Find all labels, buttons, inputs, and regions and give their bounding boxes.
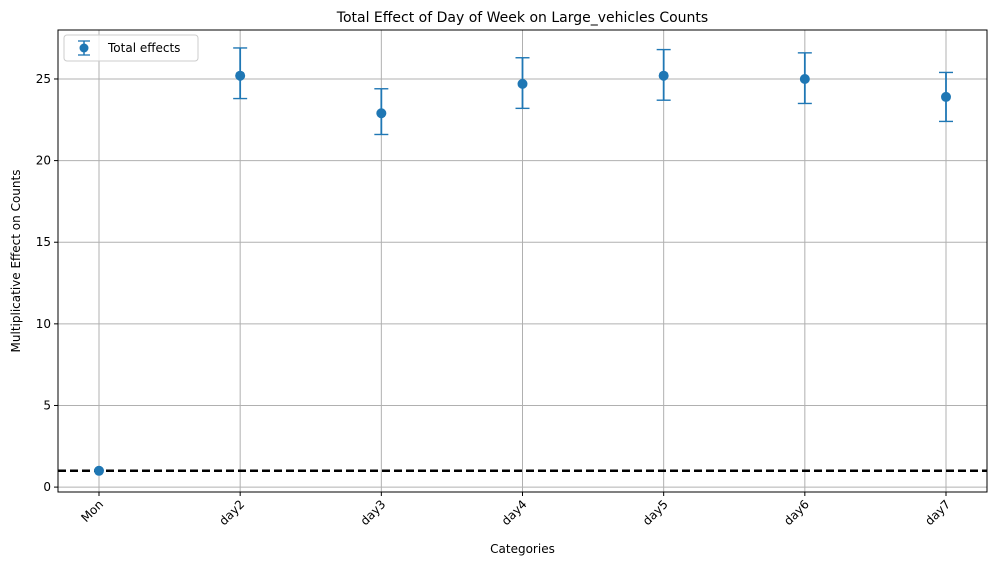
y-tick-label: 25 (36, 72, 51, 86)
y-axis-title: Multiplicative Effect on Counts (9, 170, 23, 353)
x-tick-label: day7 (922, 497, 953, 528)
x-tick-label: day3 (358, 497, 389, 528)
data-point (94, 465, 104, 476)
x-tick-label: day4 (499, 497, 530, 528)
y-tick-label: 10 (36, 317, 51, 331)
data-point (517, 78, 528, 89)
data-point (799, 73, 810, 84)
data-point (941, 91, 951, 102)
y-tick-label: 5 (43, 398, 51, 412)
data-layer (94, 47, 953, 476)
chart-title: Total Effect of Day of Week on Large_veh… (336, 10, 708, 26)
x-axis-title: Categories (490, 542, 555, 556)
x-tick-label: day6 (781, 497, 812, 528)
y-tick-label: 15 (36, 235, 51, 249)
y-tick-label: 20 (36, 154, 51, 168)
y-axis-ticks: 0 5 10 15 20 25 (36, 72, 58, 494)
legend: Total effects (63, 34, 199, 62)
x-tick-label: Mon (78, 497, 106, 525)
y-tick-label: 0 (43, 480, 51, 494)
legend-marker (78, 40, 90, 56)
data-point (376, 108, 387, 119)
legend-box (63, 34, 199, 62)
data-point (658, 70, 669, 81)
legend-label: Total effects (107, 41, 180, 55)
x-tick-label: day5 (640, 497, 671, 528)
data-point (235, 70, 246, 81)
legend-point (79, 43, 89, 53)
x-tick-label: day2 (216, 497, 247, 528)
x-axis-ticks: Mon day2 day3 day4 day5 day6 day7 (78, 492, 953, 528)
